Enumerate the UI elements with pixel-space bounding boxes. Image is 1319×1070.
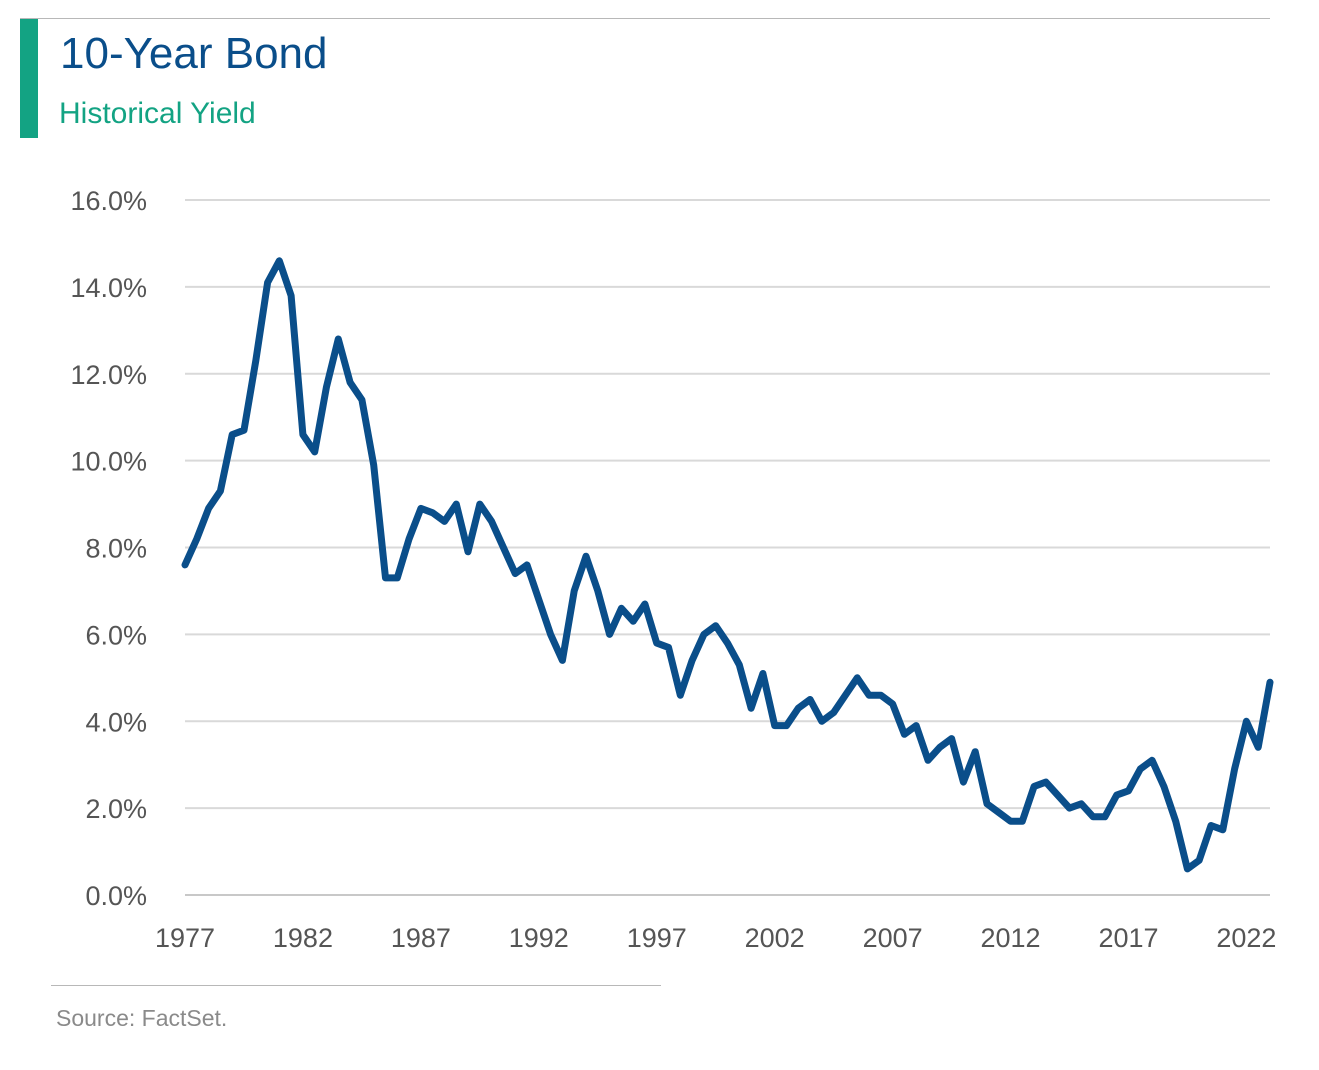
- y-tick-label: 6.0%: [85, 620, 147, 650]
- y-tick-label: 16.0%: [70, 186, 147, 216]
- chart-subtitle: Historical Yield: [59, 97, 256, 130]
- top-divider: [20, 18, 1270, 19]
- x-tick-label: 2022: [1216, 923, 1276, 953]
- source-divider: [51, 985, 661, 986]
- chart-title: 10-Year Bond: [60, 29, 328, 78]
- y-tick-label: 0.0%: [85, 881, 147, 911]
- y-tick-label: 10.0%: [70, 447, 147, 477]
- y-tick-label: 14.0%: [70, 273, 147, 303]
- x-tick-label: 1987: [391, 923, 451, 953]
- title-accent-bar: [20, 19, 38, 138]
- x-tick-label: 2002: [745, 923, 805, 953]
- y-tick-label: 2.0%: [85, 794, 147, 824]
- x-tick-label: 2007: [863, 923, 923, 953]
- x-tick-label: 1977: [155, 923, 215, 953]
- yield-series-line: [181, 257, 1274, 873]
- x-axis-tick-labels: 1977 1982 1987 1992 1997 2002 2007 2012 2017 2022: [155, 923, 1276, 953]
- x-tick-label: 1982: [273, 923, 333, 953]
- x-tick-label: 2017: [1098, 923, 1158, 953]
- source-note: Source: FactSet.: [56, 1005, 228, 1031]
- gridlines: [185, 199, 1270, 896]
- x-tick-label: 1997: [627, 923, 687, 953]
- y-axis-tick-labels: 0.0% 2.0% 4.0% 6.0% 8.0% 10.0% 12.0% 14.0% 16.0%: [70, 186, 147, 911]
- y-tick-label: 12.0%: [70, 360, 147, 390]
- y-tick-label: 4.0%: [85, 707, 147, 737]
- x-tick-label: 1992: [509, 923, 569, 953]
- y-tick-label: 8.0%: [85, 534, 147, 564]
- x-tick-label: 2012: [981, 923, 1041, 953]
